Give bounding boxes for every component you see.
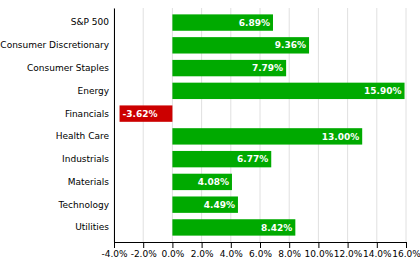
category-label: Consumer Discretionary (0, 40, 109, 50)
grid-line (318, 8, 319, 242)
bar (172, 14, 273, 30)
category-label: Health Care (56, 131, 110, 141)
data-label: 4.49% (204, 200, 235, 210)
category-label: Industrials (62, 154, 109, 164)
bar (172, 196, 238, 212)
bar (172, 128, 362, 144)
tick: -4.0% (101, 242, 128, 259)
bar (172, 174, 232, 190)
tick-mark (260, 242, 261, 248)
data-label: 6.77% (237, 154, 268, 164)
tick-label: -2.0% (131, 249, 158, 259)
tick: 16.0% (392, 242, 420, 259)
x-axis: -4.0%-2.0%0.0% 2.0% 4.0% 6.0% 8.0% 10.0%12.0%… (101, 242, 420, 259)
tick-mark (114, 242, 115, 248)
plot: -4.0%-2.0%0.0% 2.0% 4.0% 6.0% 8.0% 10.0%12.0%… (0, 8, 420, 259)
bar (172, 219, 295, 235)
tick-label: -4.0% (101, 249, 128, 259)
data-label: 8.42% (261, 223, 292, 233)
category-label: Consumer Staples (27, 63, 109, 73)
bar (172, 151, 271, 167)
data-label: 4.08% (198, 177, 229, 187)
tick: Consumer Discretionary (0, 40, 114, 50)
tick-mark (377, 242, 378, 248)
data-label: 13.00% (322, 132, 360, 142)
tick: Consumer Staples (27, 63, 114, 73)
tick-mark (172, 242, 173, 248)
tick: 2.0% (191, 242, 214, 259)
tick: 10.0% (305, 242, 334, 259)
tick: S&P 500 (71, 17, 114, 27)
tick-label: 4.0% (220, 249, 243, 259)
grid-line (376, 8, 377, 242)
tick-mark (289, 242, 290, 248)
data-label: 15.90% (364, 86, 402, 96)
bar (172, 83, 404, 99)
grid-line (114, 8, 115, 242)
category-label: Technology (58, 200, 110, 210)
tick: -2.0% (131, 242, 158, 259)
category-label: Financials (65, 108, 109, 118)
data-label: 6.89% (239, 18, 270, 28)
tick-mark (406, 242, 407, 248)
tick-label: 14.0% (363, 249, 392, 259)
data-label: -3.62% (123, 109, 158, 119)
tick: Energy (77, 86, 114, 96)
tick-label: 16.0% (392, 249, 420, 259)
tick: Industrials (62, 154, 114, 164)
category-label: Utilities (75, 222, 109, 232)
grid-line (347, 8, 348, 242)
tick-label: 6.0% (249, 249, 272, 259)
tick-mark (318, 242, 319, 248)
tick: 0.0% (161, 242, 184, 259)
tick-mark (348, 242, 349, 248)
tick: 14.0% (363, 242, 392, 259)
bars (120, 14, 405, 235)
bar (172, 60, 286, 76)
tick-label: 0.0% (161, 249, 184, 259)
tick: Financials (65, 108, 114, 118)
tick: Health Care (56, 131, 114, 141)
grid-line (406, 8, 407, 242)
tick-label: 8.0% (278, 249, 301, 259)
category-label: Energy (77, 86, 109, 96)
tick-mark (143, 242, 144, 248)
tick: Utilities (75, 222, 114, 232)
tick-mark (231, 242, 232, 248)
tick: Materials (68, 177, 114, 187)
grid (114, 8, 406, 242)
data-label: 7.79% (252, 63, 283, 73)
tick-label: 2.0% (191, 249, 214, 259)
axis-line (114, 9, 115, 243)
category-label: Materials (68, 177, 110, 187)
tick: 8.0% (278, 242, 301, 259)
grid-line (143, 8, 144, 242)
data-labels: 6.89% 9.36% 7.79% 15.90% -3.62% 13.00% 6.77% 4.… (123, 18, 402, 233)
category-label: S&P 500 (71, 17, 109, 27)
bar (120, 105, 173, 121)
tick: 4.0% (220, 242, 243, 259)
tick: Technology (58, 200, 114, 210)
tick: 6.0% (249, 242, 272, 259)
tick: 12.0% (334, 242, 363, 259)
y-axis: S&P 500 Consumer Discretionary Consumer St… (0, 9, 114, 243)
tick-mark (202, 242, 203, 248)
data-label: 9.36% (275, 40, 306, 50)
bar (172, 37, 309, 53)
chart: -4.0%-2.0%0.0% 2.0% 4.0% 6.0% 8.0% 10.0%12.0%… (0, 0, 420, 266)
tick-label: 12.0% (334, 249, 363, 259)
tick-label: 10.0% (305, 249, 334, 259)
